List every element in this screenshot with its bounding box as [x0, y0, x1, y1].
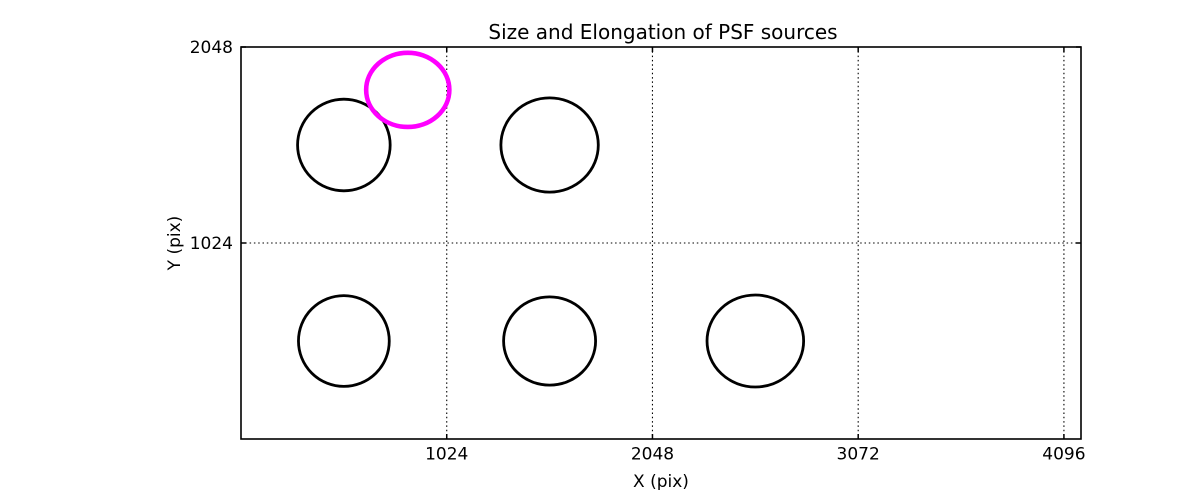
x-tick-label-1024: 1024 — [425, 445, 468, 465]
tick-mark-layer — [241, 46, 1081, 439]
psf-source-ellipse — [296, 97, 392, 193]
psf-source-ellipse-highlighted — [363, 50, 452, 130]
psf-source-ellipse — [297, 294, 391, 388]
psf-source-ellipse — [705, 293, 806, 389]
psf-source-ellipse — [502, 295, 597, 387]
tick-label-layer: 1024 2048 3072 4096 1024 2048 — [190, 38, 1086, 465]
x-tick-label-2048: 2048 — [631, 445, 674, 465]
psf-source-layer — [296, 50, 806, 389]
x-tick-label-3072: 3072 — [837, 445, 880, 465]
grid-layer — [241, 47, 1081, 439]
x-tick-label-4096: 4096 — [1042, 445, 1085, 465]
chart-title: Size and Elongation of PSF sources — [488, 20, 837, 44]
y-tick-label-2048: 2048 — [190, 38, 233, 58]
y-axis-label: Y (pix) — [165, 216, 185, 272]
x-axis-label: X (pix) — [633, 472, 689, 490]
psf-source-ellipse — [499, 96, 600, 194]
y-tick-label-1024: 1024 — [190, 234, 233, 254]
